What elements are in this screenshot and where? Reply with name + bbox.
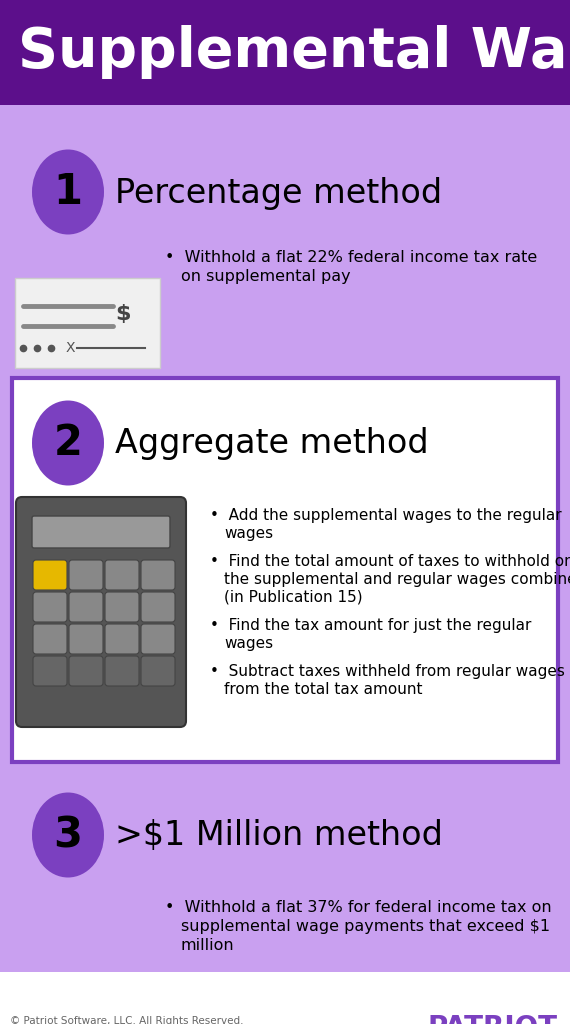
- Text: •  Subtract taxes withheld from regular wages: • Subtract taxes withheld from regular w…: [210, 664, 565, 679]
- FancyBboxPatch shape: [15, 278, 160, 368]
- Text: Aggregate method: Aggregate method: [115, 427, 429, 460]
- Text: Percentage method: Percentage method: [115, 176, 442, 210]
- FancyBboxPatch shape: [33, 624, 67, 654]
- FancyBboxPatch shape: [16, 497, 186, 727]
- FancyBboxPatch shape: [105, 592, 139, 622]
- FancyBboxPatch shape: [12, 378, 558, 762]
- Text: the supplemental and regular wages combined: the supplemental and regular wages combi…: [224, 572, 570, 587]
- Text: wages: wages: [224, 636, 273, 651]
- Text: >$1 Million method: >$1 Million method: [115, 818, 443, 852]
- FancyBboxPatch shape: [141, 656, 175, 686]
- Text: •  Find the total amount of taxes to withhold on: • Find the total amount of taxes to with…: [210, 554, 570, 569]
- FancyBboxPatch shape: [105, 624, 139, 654]
- Bar: [0, 972, 570, 1024]
- FancyBboxPatch shape: [105, 656, 139, 686]
- Text: •  Withhold a flat 22% federal income tax rate: • Withhold a flat 22% federal income tax…: [165, 250, 538, 265]
- Text: wages: wages: [224, 526, 273, 541]
- Text: 1: 1: [54, 171, 83, 213]
- Bar: [0, 0, 570, 105]
- FancyBboxPatch shape: [141, 592, 175, 622]
- FancyBboxPatch shape: [33, 592, 67, 622]
- FancyBboxPatch shape: [105, 560, 139, 590]
- Text: PATRIOT: PATRIOT: [428, 1014, 558, 1024]
- FancyBboxPatch shape: [33, 656, 67, 686]
- Ellipse shape: [32, 793, 104, 878]
- FancyBboxPatch shape: [69, 592, 103, 622]
- Text: •  Withhold a flat 37% for federal income tax on: • Withhold a flat 37% for federal income…: [165, 900, 552, 915]
- Text: 2: 2: [54, 422, 83, 464]
- Text: © Patriot Software, LLC. All Rights Reserved.: © Patriot Software, LLC. All Rights Rese…: [10, 1016, 243, 1024]
- Text: (in Publication 15): (in Publication 15): [224, 590, 363, 605]
- FancyBboxPatch shape: [33, 560, 67, 590]
- Ellipse shape: [32, 150, 104, 234]
- Text: from the total tax amount: from the total tax amount: [224, 682, 422, 697]
- Ellipse shape: [32, 400, 104, 485]
- Text: X: X: [65, 341, 75, 355]
- Text: million: million: [181, 938, 235, 953]
- Text: Supplemental Wages: Supplemental Wages: [18, 25, 570, 79]
- Text: supplemental wage payments that exceed $1: supplemental wage payments that exceed $…: [181, 919, 550, 934]
- FancyBboxPatch shape: [141, 624, 175, 654]
- Text: $: $: [115, 304, 131, 324]
- FancyBboxPatch shape: [32, 516, 170, 548]
- Text: •  Find the tax amount for just the regular: • Find the tax amount for just the regul…: [210, 618, 531, 633]
- FancyBboxPatch shape: [69, 656, 103, 686]
- Text: on supplemental pay: on supplemental pay: [181, 269, 351, 284]
- Text: •  Add the supplemental wages to the regular: • Add the supplemental wages to the regu…: [210, 508, 561, 523]
- Text: 3: 3: [54, 814, 83, 856]
- FancyBboxPatch shape: [69, 560, 103, 590]
- FancyBboxPatch shape: [69, 624, 103, 654]
- FancyBboxPatch shape: [141, 560, 175, 590]
